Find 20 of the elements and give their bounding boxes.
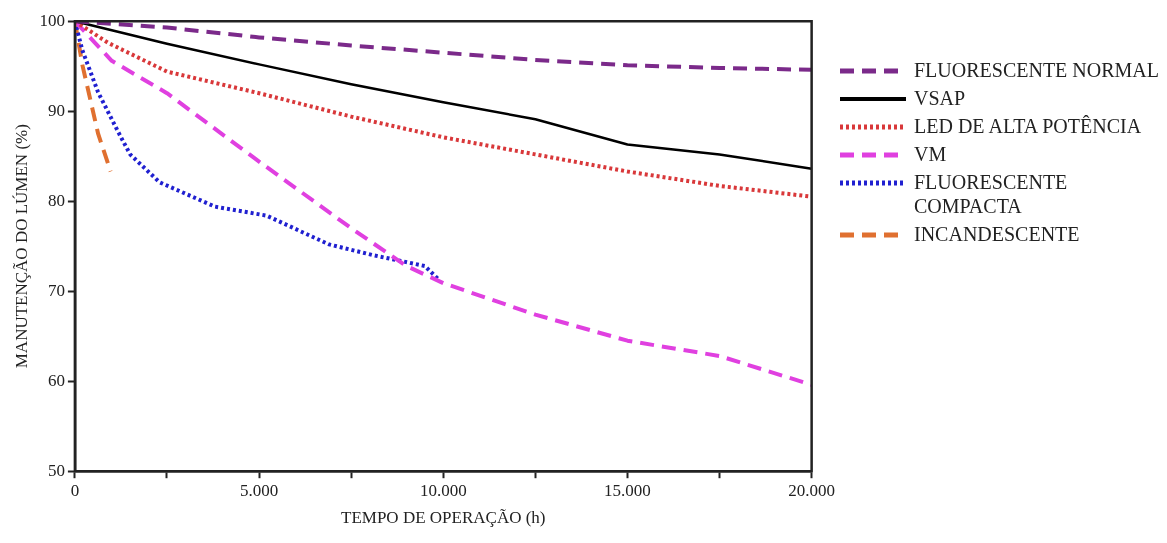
y-tick-label: 60 (47, 370, 65, 390)
y-tick-label: 80 (47, 190, 65, 210)
y-axis-title: MANUTENÇÃO DO LÚMEN (%) (11, 124, 31, 369)
y-tick-label: 70 (47, 280, 65, 300)
x-tick-label: 15.000 (604, 480, 651, 500)
y-tick-label: 100 (39, 10, 65, 30)
y-tick-label: 50 (47, 460, 65, 480)
line-series (74, 21, 812, 72)
legend-label: LED DE ALTA POTÊNCIA (914, 114, 1143, 138)
x-tick-label: 5.000 (239, 480, 279, 500)
legend-label: VM (914, 142, 948, 166)
legend-label: INCANDESCENTE (914, 222, 1081, 246)
x-tick-label: 20.000 (788, 480, 835, 500)
x-axis-title: TEMPO DE OPERAÇÃO (h) (341, 508, 546, 528)
legend-label: VSAP (914, 86, 967, 110)
x-tick-label: 0 (70, 480, 80, 500)
legend-label: FLUORESCENTE COMPACTA (914, 170, 1069, 218)
x-tick-label: 10.000 (419, 480, 467, 500)
y-tick-label: 90 (47, 100, 65, 120)
legend-label: FLUORESCENTE NORMAL (914, 58, 1160, 82)
